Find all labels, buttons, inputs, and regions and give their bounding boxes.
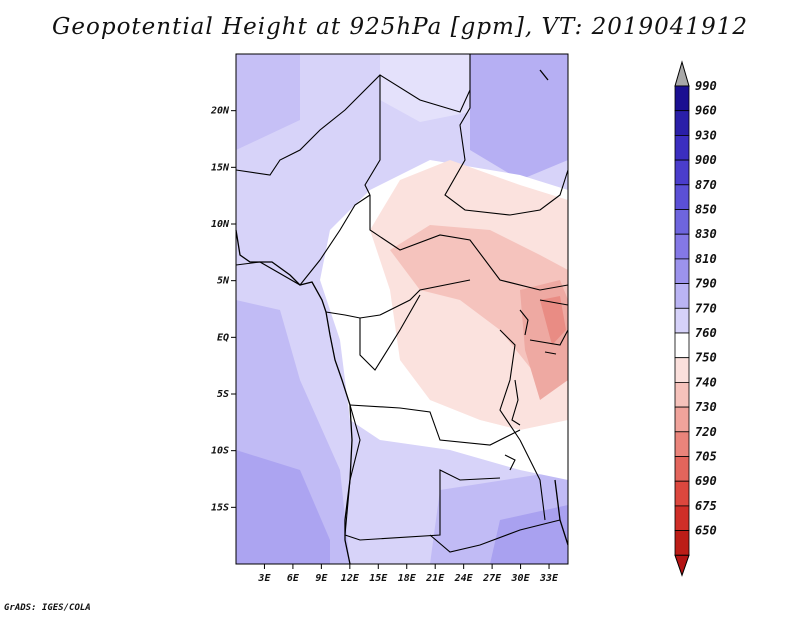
lat-tick-label: 15S [211, 502, 229, 513]
field-north-east-810 [470, 54, 568, 180]
zambia-tanzania-border [519, 439, 546, 521]
colorbar-label: 870 [695, 178, 717, 192]
lake-mweru [504, 454, 516, 471]
lakes-outline [511, 309, 557, 426]
colorbar-label: 720 [695, 425, 717, 439]
drc-east-border [499, 329, 521, 441]
colorbar-swatch [674, 283, 690, 309]
colorbar-swatch [674, 209, 690, 235]
colorbar-swatch [674, 159, 690, 186]
east-coast-fragments [539, 69, 569, 546]
colorbar-label: 750 [695, 351, 717, 365]
colorbar-label: 930 [695, 128, 717, 142]
map-title: Geopotential Height at 925hPa [gpm], VT:… [52, 14, 748, 40]
colorbar-label: 760 [695, 326, 717, 340]
colorbar-label: 900 [695, 153, 717, 167]
field-central-740 [390, 225, 568, 380]
car-border [369, 195, 568, 291]
colorbar-top-cap [674, 60, 690, 87]
colorbar-swatch [674, 85, 690, 112]
lat-tick-label: 20N [210, 106, 230, 117]
colorbar-label: 650 [695, 524, 717, 538]
colorbar-swatch [674, 480, 690, 507]
congo-border-north [325, 279, 471, 319]
colorbar-swatch [674, 332, 690, 359]
field-lakes-720 [540, 296, 566, 345]
colorbar-swatch [674, 406, 690, 433]
lat-tick-label: 5S [217, 389, 229, 400]
colorbar-bottom-cap [674, 554, 690, 577]
colorbar-swatch [674, 258, 690, 284]
sahel-border [236, 74, 471, 176]
lon-tick-label: 21E [425, 573, 445, 584]
lat-tick-label: 10N [211, 219, 230, 230]
colorbar-label: 790 [695, 277, 717, 291]
lon-tick-label: 30E [511, 573, 531, 584]
colorbar-swatch [674, 381, 690, 408]
longitude-axis: 3E 6E 9E 12E 15E 18E 21E 24E 27E 30E 33E [257, 564, 559, 584]
atlantic-coastline [235, 229, 353, 565]
angola-border [344, 404, 501, 541]
latitude-axis: 20N 15N 10N 5N EQ 5S 10S 15S [210, 106, 236, 513]
lon-tick-label: 33E [539, 573, 559, 584]
lat-tick-label: 5N [217, 276, 230, 287]
colorbar-label: 770 [695, 301, 717, 315]
colorbar-swatch [674, 505, 690, 531]
lon-tick-label: 9E [315, 573, 328, 584]
colorbar-swatch [674, 357, 690, 383]
niger-chad-border [364, 75, 381, 196]
zambia-border [429, 519, 561, 553]
chad-sudan-border [444, 54, 568, 216]
colorbar-swatch [674, 233, 690, 260]
colorbar-swatch [674, 307, 690, 334]
field-nile-770 [380, 54, 470, 122]
lon-tick-label: 12E [341, 573, 360, 584]
colorbar-swatch [674, 134, 690, 161]
field-north-west-790 [236, 54, 300, 150]
colorbar-swatch [674, 184, 690, 210]
field-south-east-810 [490, 505, 568, 564]
colorbar-label: 810 [695, 252, 717, 266]
grads-credit: GrADS: IGES/COLA [4, 603, 91, 613]
lat-tick-label: 10S [211, 446, 229, 457]
colorbar: 990 960 930 900 870 850 830 810 790 770 760 750 740 7… [674, 60, 717, 577]
colorbar-swatch [674, 431, 690, 457]
colorbar-label: 830 [695, 227, 717, 241]
angola-drc-border [349, 404, 521, 446]
map-frame [235, 53, 569, 565]
lon-tick-label: 24E [454, 573, 474, 584]
lon-tick-label: 3E [257, 573, 271, 584]
colorbar-swatch [674, 110, 690, 136]
colorbar-label: 990 [695, 79, 717, 93]
coastline [235, 69, 569, 565]
colorbar-label: 740 [695, 375, 717, 389]
colorbar-label: 690 [695, 474, 717, 488]
colorbar-swatch [674, 456, 690, 482]
colorbar-label: 675 [695, 499, 717, 513]
colorbar-label: 850 [695, 203, 717, 217]
lat-tick-label: 15N [211, 162, 230, 173]
lon-tick-label: 18E [398, 573, 417, 584]
lat-tick-label: EQ [217, 332, 229, 343]
height-field [236, 54, 568, 564]
colorbar-label: 960 [695, 104, 717, 118]
field-south-west-810 [236, 450, 330, 564]
congo-border [359, 294, 421, 371]
lon-tick-label: 27E [482, 573, 502, 584]
colorbar-label: 730 [695, 400, 717, 414]
colorbar-label: 705 [695, 450, 717, 464]
lakes-borders [529, 299, 568, 346]
lon-tick-label: 15E [369, 573, 388, 584]
colorbar-swatch [674, 530, 690, 556]
lon-tick-label: 6E [287, 573, 300, 584]
